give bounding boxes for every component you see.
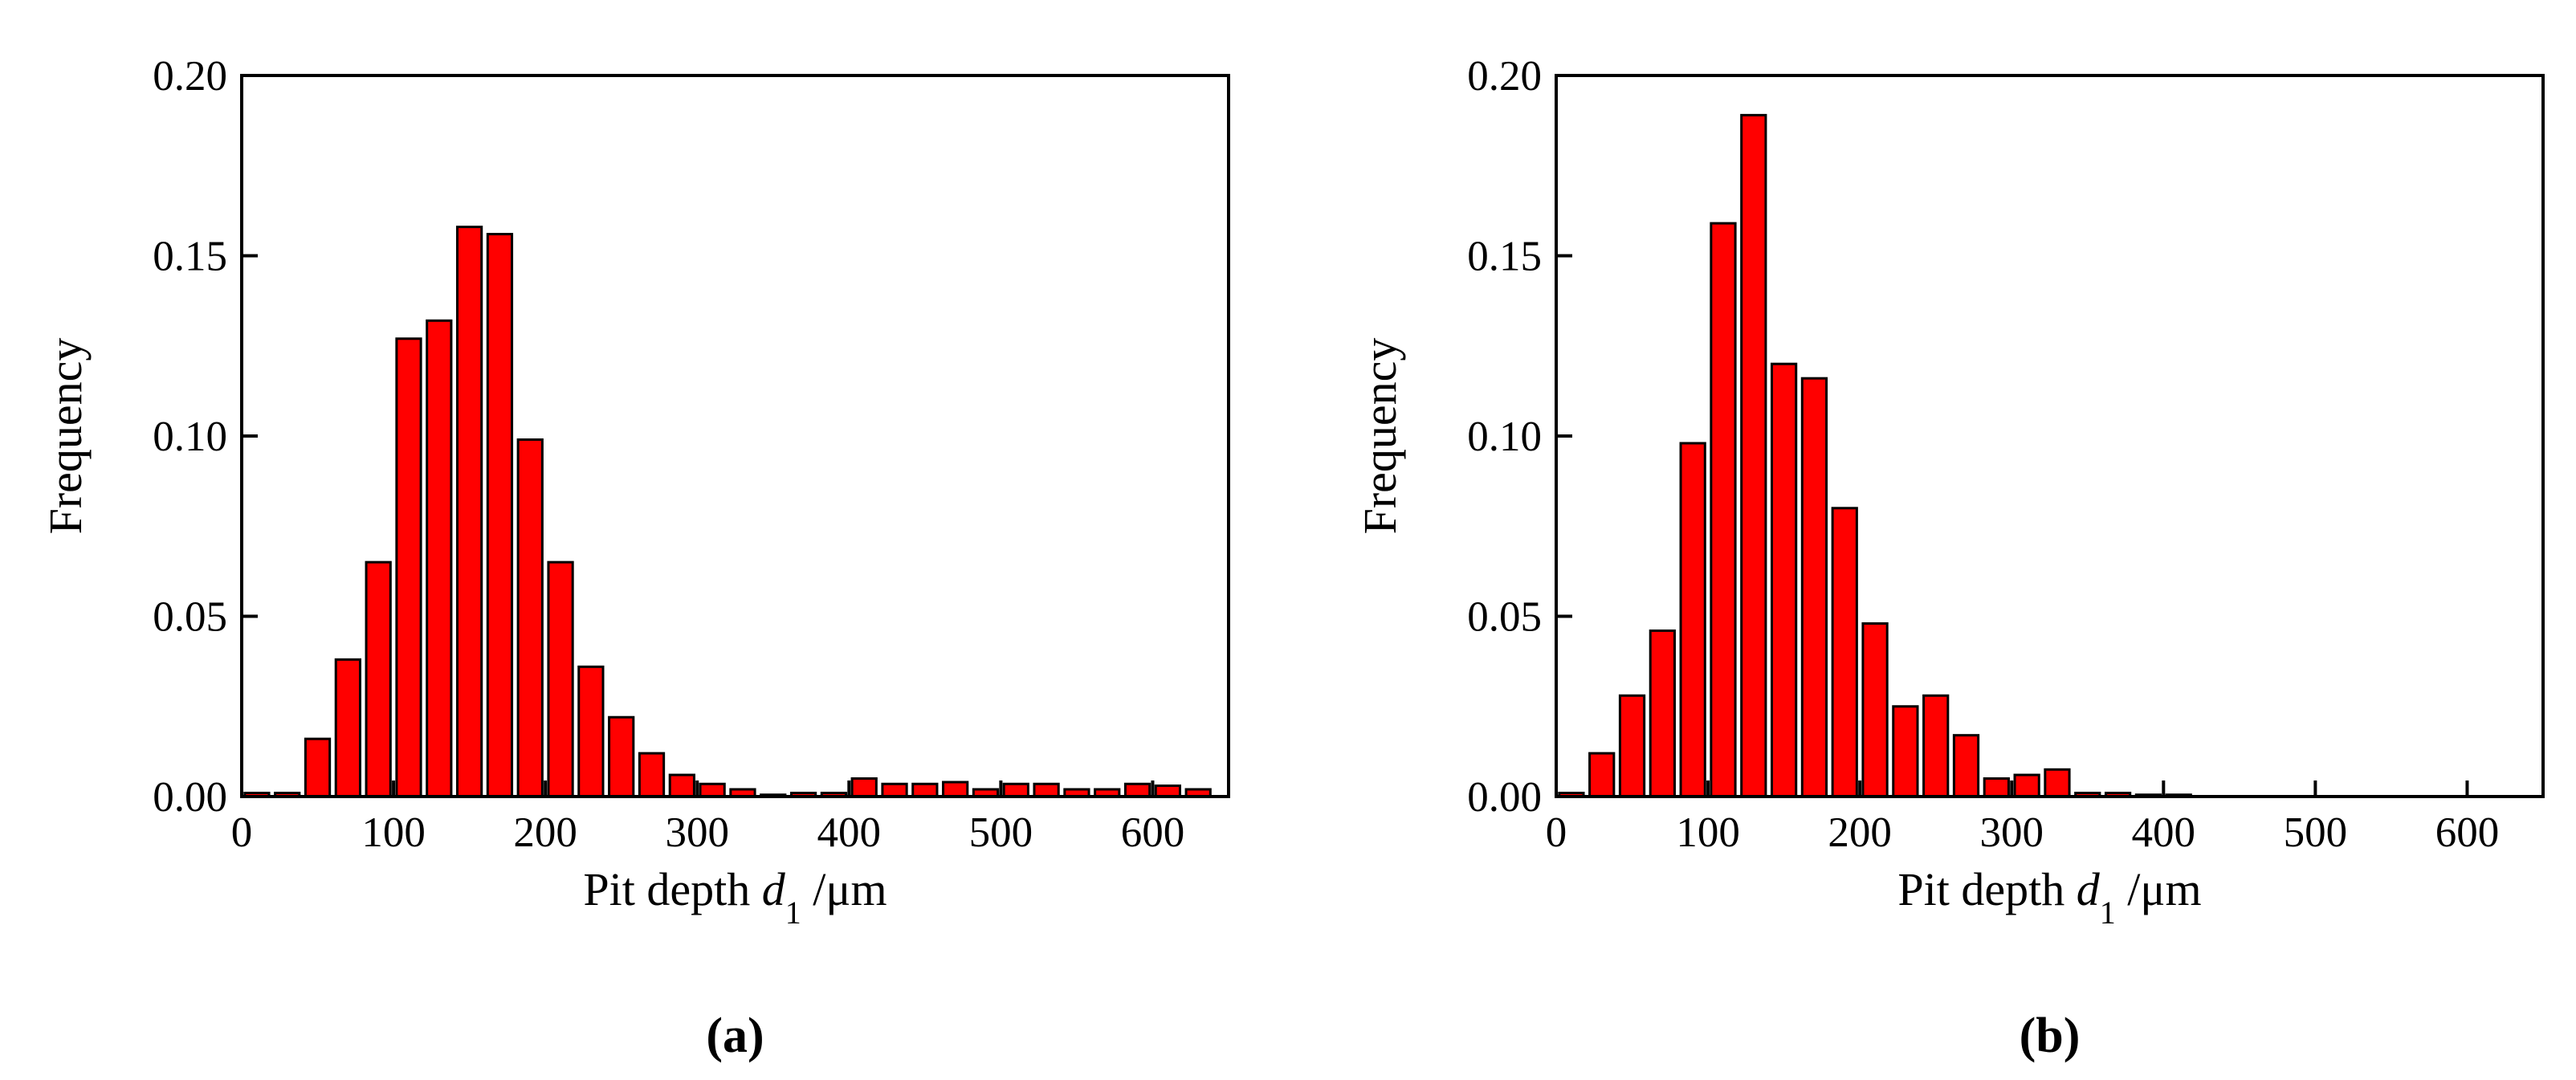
x-tick-label: 100 — [1676, 809, 1740, 856]
bar — [1649, 629, 1676, 798]
bar — [486, 233, 514, 798]
bar — [881, 782, 908, 798]
y-tick-label: 0.05 — [1467, 594, 1542, 641]
bar — [1710, 222, 1737, 798]
bar — [1922, 694, 1950, 798]
x-tick-label: 100 — [361, 809, 426, 856]
x-axis-label-part: 1 — [785, 895, 801, 931]
bar — [1892, 705, 1919, 798]
x-tick-label: 400 — [2132, 809, 2196, 856]
bar — [547, 560, 574, 798]
x-axis-label: Pit depth d1 /μm — [583, 863, 887, 931]
bar — [2013, 773, 2040, 798]
bar — [334, 658, 361, 798]
x-tick-label: 400 — [817, 809, 882, 856]
x-axis-label-part: /μm — [2116, 863, 2202, 915]
bar — [850, 777, 878, 798]
y-tick-label: 0.20 — [153, 53, 227, 100]
x-tick-label: 200 — [1828, 809, 1892, 856]
bar — [1770, 362, 1798, 798]
x-tick-label: 500 — [2284, 809, 2348, 856]
y-axis-label: Frequency — [39, 338, 92, 535]
bar — [2044, 768, 2071, 798]
x-axis-label-part: /μm — [801, 863, 887, 915]
x-axis-label: Pit depth d1 /μm — [1897, 863, 2201, 931]
bar — [608, 715, 635, 798]
x-tick-label: 0 — [1546, 809, 1567, 856]
bar — [1002, 782, 1029, 798]
x-tick-label: 300 — [665, 809, 729, 856]
bar — [1618, 694, 1646, 798]
x-tick-label: 200 — [513, 809, 577, 856]
y-tick-label: 0.00 — [1467, 774, 1542, 821]
x-tick-label: 300 — [1979, 809, 2044, 856]
y-tick-label: 0.00 — [153, 774, 227, 821]
bar — [395, 337, 422, 798]
bar — [1740, 113, 1767, 798]
bar — [1800, 377, 1828, 798]
bar — [455, 226, 483, 798]
y-axis-label: Frequency — [1354, 338, 1406, 535]
y-tick-label: 0.10 — [1467, 414, 1542, 460]
x-tick-label: 500 — [969, 809, 1033, 856]
bar — [304, 737, 332, 798]
bar — [516, 438, 544, 798]
bar — [1588, 752, 1616, 798]
bar — [1952, 734, 1980, 798]
y-tick-label: 0.20 — [1467, 53, 1542, 100]
bar — [1123, 782, 1151, 798]
bar — [942, 780, 969, 798]
x-axis-label-part: Pit depth — [1897, 863, 2076, 915]
bar — [1983, 777, 2010, 798]
bar — [365, 560, 392, 798]
y-tick-label: 0.05 — [153, 594, 227, 641]
bar — [426, 319, 453, 798]
bar — [1033, 782, 1060, 798]
x-axis-label-part: d — [2077, 863, 2101, 915]
y-tick-label: 0.15 — [153, 234, 227, 280]
y-tick-label: 0.15 — [1467, 234, 1542, 280]
panel-label: (a) — [706, 1009, 764, 1063]
bar — [1154, 785, 1181, 798]
bar — [1831, 507, 1858, 798]
bar — [911, 782, 939, 798]
bar — [699, 782, 726, 798]
x-axis-label-part: Pit depth — [583, 863, 761, 915]
bar — [577, 665, 605, 798]
y-tick-label: 0.10 — [153, 414, 227, 460]
x-axis-label-part: d — [762, 863, 786, 915]
panel-label: (b) — [2020, 1009, 2081, 1063]
bar — [668, 773, 695, 798]
bar — [638, 752, 666, 798]
x-tick-label: 600 — [2435, 809, 2500, 856]
x-axis-label-part: 1 — [2100, 895, 2116, 931]
x-tick-label: 0 — [231, 809, 253, 856]
bar — [1679, 442, 1706, 798]
bar — [1861, 622, 1889, 798]
x-tick-label: 600 — [1121, 809, 1185, 856]
